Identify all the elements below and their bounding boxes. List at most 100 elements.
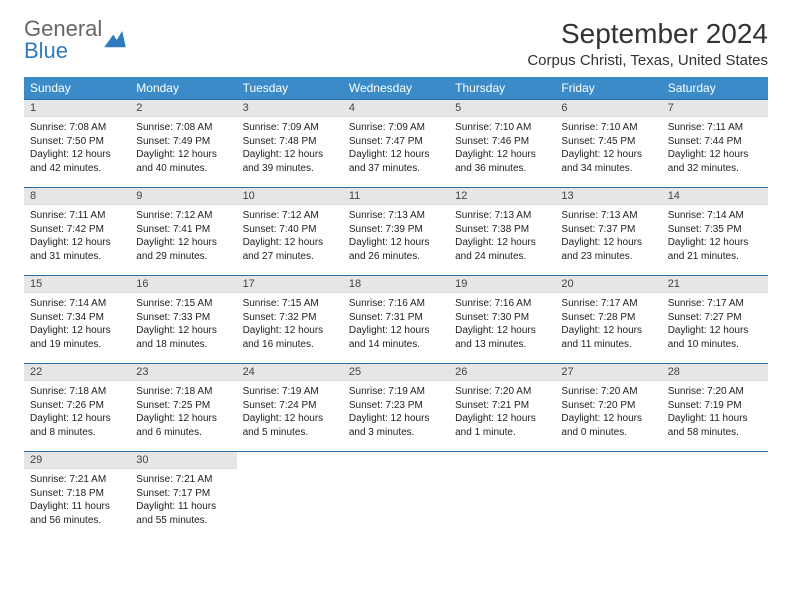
day-body: Sunrise: 7:11 AMSunset: 7:44 PMDaylight:…: [662, 117, 768, 179]
calendar-cell: 5Sunrise: 7:10 AMSunset: 7:46 PMDaylight…: [449, 100, 555, 188]
day-body: Sunrise: 7:21 AMSunset: 7:18 PMDaylight:…: [24, 469, 130, 531]
calendar-cell: 21Sunrise: 7:17 AMSunset: 7:27 PMDayligh…: [662, 276, 768, 364]
day-number: 30: [130, 452, 236, 469]
day-number: 21: [662, 276, 768, 293]
calendar-cell: 2Sunrise: 7:08 AMSunset: 7:49 PMDaylight…: [130, 100, 236, 188]
day-body: Sunrise: 7:18 AMSunset: 7:26 PMDaylight:…: [24, 381, 130, 443]
day-body: Sunrise: 7:13 AMSunset: 7:38 PMDaylight:…: [449, 205, 555, 267]
day-body: Sunrise: 7:15 AMSunset: 7:33 PMDaylight:…: [130, 293, 236, 355]
day-body: Sunrise: 7:20 AMSunset: 7:21 PMDaylight:…: [449, 381, 555, 443]
weekday-tue: Tuesday: [237, 77, 343, 100]
calendar-cell: 8Sunrise: 7:11 AMSunset: 7:42 PMDaylight…: [24, 188, 130, 276]
calendar-cell: 4Sunrise: 7:09 AMSunset: 7:47 PMDaylight…: [343, 100, 449, 188]
day-number: 24: [237, 364, 343, 381]
calendar-row: 8Sunrise: 7:11 AMSunset: 7:42 PMDaylight…: [24, 188, 768, 276]
calendar-cell: 22Sunrise: 7:18 AMSunset: 7:26 PMDayligh…: [24, 364, 130, 452]
calendar-cell: 20Sunrise: 7:17 AMSunset: 7:28 PMDayligh…: [555, 276, 661, 364]
weekday-wed: Wednesday: [343, 77, 449, 100]
day-body: Sunrise: 7:13 AMSunset: 7:37 PMDaylight:…: [555, 205, 661, 267]
weekday-thu: Thursday: [449, 77, 555, 100]
day-body: Sunrise: 7:08 AMSunset: 7:50 PMDaylight:…: [24, 117, 130, 179]
calendar-cell: 23Sunrise: 7:18 AMSunset: 7:25 PMDayligh…: [130, 364, 236, 452]
day-body: Sunrise: 7:11 AMSunset: 7:42 PMDaylight:…: [24, 205, 130, 267]
day-number: 19: [449, 276, 555, 293]
day-body: Sunrise: 7:13 AMSunset: 7:39 PMDaylight:…: [343, 205, 449, 267]
day-number: 2: [130, 100, 236, 117]
day-number: 15: [24, 276, 130, 293]
calendar-cell: [662, 452, 768, 540]
day-body: Sunrise: 7:17 AMSunset: 7:27 PMDaylight:…: [662, 293, 768, 355]
weekday-header-row: Sunday Monday Tuesday Wednesday Thursday…: [24, 77, 768, 100]
month-title: September 2024: [527, 18, 768, 50]
day-body: Sunrise: 7:18 AMSunset: 7:25 PMDaylight:…: [130, 381, 236, 443]
calendar-cell: 15Sunrise: 7:14 AMSunset: 7:34 PMDayligh…: [24, 276, 130, 364]
day-number: 8: [24, 188, 130, 205]
header: General Blue September 2024 Corpus Chris…: [24, 18, 768, 69]
calendar-cell: 14Sunrise: 7:14 AMSunset: 7:35 PMDayligh…: [662, 188, 768, 276]
day-body: Sunrise: 7:10 AMSunset: 7:45 PMDaylight:…: [555, 117, 661, 179]
calendar-cell: 1Sunrise: 7:08 AMSunset: 7:50 PMDaylight…: [24, 100, 130, 188]
day-number: 6: [555, 100, 661, 117]
day-body: Sunrise: 7:09 AMSunset: 7:48 PMDaylight:…: [237, 117, 343, 179]
day-number: 12: [449, 188, 555, 205]
calendar-cell: 30Sunrise: 7:21 AMSunset: 7:17 PMDayligh…: [130, 452, 236, 540]
calendar-cell: 25Sunrise: 7:19 AMSunset: 7:23 PMDayligh…: [343, 364, 449, 452]
title-block: September 2024 Corpus Christi, Texas, Un…: [527, 18, 768, 69]
day-body: Sunrise: 7:09 AMSunset: 7:47 PMDaylight:…: [343, 117, 449, 179]
calendar-cell: 13Sunrise: 7:13 AMSunset: 7:37 PMDayligh…: [555, 188, 661, 276]
day-body: Sunrise: 7:20 AMSunset: 7:19 PMDaylight:…: [662, 381, 768, 443]
weekday-fri: Friday: [555, 77, 661, 100]
day-number: 18: [343, 276, 449, 293]
day-number: 14: [662, 188, 768, 205]
calendar-cell: [237, 452, 343, 540]
calendar-cell: 29Sunrise: 7:21 AMSunset: 7:18 PMDayligh…: [24, 452, 130, 540]
day-number: 4: [343, 100, 449, 117]
calendar-cell: 17Sunrise: 7:15 AMSunset: 7:32 PMDayligh…: [237, 276, 343, 364]
logo: General Blue: [24, 18, 126, 62]
day-number: 22: [24, 364, 130, 381]
location: Corpus Christi, Texas, United States: [527, 52, 768, 69]
weekday-sat: Saturday: [662, 77, 768, 100]
day-body: Sunrise: 7:12 AMSunset: 7:40 PMDaylight:…: [237, 205, 343, 267]
calendar-cell: 28Sunrise: 7:20 AMSunset: 7:19 PMDayligh…: [662, 364, 768, 452]
calendar-cell: 12Sunrise: 7:13 AMSunset: 7:38 PMDayligh…: [449, 188, 555, 276]
calendar-row: 15Sunrise: 7:14 AMSunset: 7:34 PMDayligh…: [24, 276, 768, 364]
logo-text-blue: Blue: [24, 38, 68, 63]
calendar-cell: 19Sunrise: 7:16 AMSunset: 7:30 PMDayligh…: [449, 276, 555, 364]
calendar-row: 22Sunrise: 7:18 AMSunset: 7:26 PMDayligh…: [24, 364, 768, 452]
day-body: Sunrise: 7:19 AMSunset: 7:24 PMDaylight:…: [237, 381, 343, 443]
calendar-cell: 3Sunrise: 7:09 AMSunset: 7:48 PMDaylight…: [237, 100, 343, 188]
day-number: 28: [662, 364, 768, 381]
calendar-cell: [343, 452, 449, 540]
day-number: 13: [555, 188, 661, 205]
day-number: 1: [24, 100, 130, 117]
day-number: 9: [130, 188, 236, 205]
calendar-cell: [555, 452, 661, 540]
day-body: Sunrise: 7:16 AMSunset: 7:30 PMDaylight:…: [449, 293, 555, 355]
day-number: 29: [24, 452, 130, 469]
day-number: 5: [449, 100, 555, 117]
calendar-cell: 27Sunrise: 7:20 AMSunset: 7:20 PMDayligh…: [555, 364, 661, 452]
day-body: Sunrise: 7:19 AMSunset: 7:23 PMDaylight:…: [343, 381, 449, 443]
calendar-row: 29Sunrise: 7:21 AMSunset: 7:18 PMDayligh…: [24, 452, 768, 540]
calendar-cell: 24Sunrise: 7:19 AMSunset: 7:24 PMDayligh…: [237, 364, 343, 452]
day-number: 25: [343, 364, 449, 381]
day-number: 7: [662, 100, 768, 117]
day-body: Sunrise: 7:15 AMSunset: 7:32 PMDaylight:…: [237, 293, 343, 355]
day-body: Sunrise: 7:12 AMSunset: 7:41 PMDaylight:…: [130, 205, 236, 267]
calendar-row: 1Sunrise: 7:08 AMSunset: 7:50 PMDaylight…: [24, 100, 768, 188]
day-number: 3: [237, 100, 343, 117]
weekday-mon: Monday: [130, 77, 236, 100]
calendar-cell: 11Sunrise: 7:13 AMSunset: 7:39 PMDayligh…: [343, 188, 449, 276]
weekday-sun: Sunday: [24, 77, 130, 100]
day-number: 20: [555, 276, 661, 293]
day-body: Sunrise: 7:17 AMSunset: 7:28 PMDaylight:…: [555, 293, 661, 355]
day-number: 27: [555, 364, 661, 381]
day-body: Sunrise: 7:14 AMSunset: 7:34 PMDaylight:…: [24, 293, 130, 355]
calendar-cell: 6Sunrise: 7:10 AMSunset: 7:45 PMDaylight…: [555, 100, 661, 188]
day-body: Sunrise: 7:16 AMSunset: 7:31 PMDaylight:…: [343, 293, 449, 355]
calendar-cell: 16Sunrise: 7:15 AMSunset: 7:33 PMDayligh…: [130, 276, 236, 364]
day-number: 11: [343, 188, 449, 205]
day-body: Sunrise: 7:08 AMSunset: 7:49 PMDaylight:…: [130, 117, 236, 179]
day-body: Sunrise: 7:21 AMSunset: 7:17 PMDaylight:…: [130, 469, 236, 531]
